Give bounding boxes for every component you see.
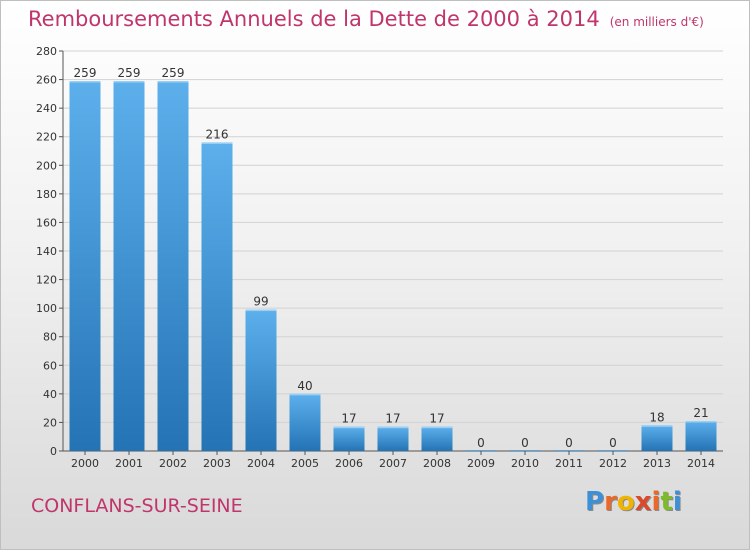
logo-letter: i bbox=[672, 487, 682, 517]
value-label-2008: 17 bbox=[429, 412, 444, 426]
bar-2004 bbox=[245, 309, 277, 451]
bar-highlight-2001 bbox=[113, 81, 145, 83]
x-tick-label-2006: 2006 bbox=[335, 457, 363, 470]
x-tick-label-2002: 2002 bbox=[159, 457, 187, 470]
bar-2010 bbox=[509, 450, 541, 451]
y-tick-label: 140 bbox=[36, 245, 57, 258]
chart-subtitle: (en milliers d'€) bbox=[609, 15, 704, 29]
value-label-2014: 21 bbox=[693, 406, 708, 420]
bar-2007 bbox=[377, 426, 409, 451]
bar-2000 bbox=[69, 81, 101, 451]
value-label-2010: 0 bbox=[521, 436, 529, 450]
y-tick-label: 160 bbox=[36, 216, 57, 229]
x-tick-label-2003: 2003 bbox=[203, 457, 231, 470]
y-tick-label: 180 bbox=[36, 188, 57, 201]
logo-letter: t bbox=[660, 487, 673, 517]
value-label-2003: 216 bbox=[206, 127, 229, 141]
x-tick-label-2013: 2013 bbox=[643, 457, 671, 470]
x-tick-label-2001: 2001 bbox=[115, 457, 143, 470]
bar-2012 bbox=[597, 450, 629, 451]
bar-2009 bbox=[465, 450, 497, 451]
bar-highlight-2007 bbox=[377, 426, 409, 429]
y-tick-label: 200 bbox=[36, 159, 57, 172]
value-label-2002: 259 bbox=[162, 66, 185, 80]
bar-highlight-2000 bbox=[69, 81, 101, 83]
value-label-2009: 0 bbox=[477, 436, 485, 450]
x-tick-label-2000: 2000 bbox=[71, 457, 99, 470]
value-label-2005: 40 bbox=[297, 379, 312, 393]
bar-2002 bbox=[157, 81, 189, 451]
logo-letter: i bbox=[651, 487, 661, 517]
value-labels: 259 259 259 216 99 40 17 17 17 0 0 0 0 18 21 bbox=[74, 66, 709, 450]
x-tick-label-2009: 2009 bbox=[467, 457, 495, 470]
bar-2013 bbox=[641, 425, 673, 451]
value-label-2007: 17 bbox=[385, 412, 400, 426]
x-tick-label-2008: 2008 bbox=[423, 457, 451, 470]
city-name: CONFLANS-SUR-SEINE bbox=[31, 495, 243, 517]
chart-title-text: Remboursements Annuels de la Dette de 20… bbox=[28, 7, 600, 31]
bar-2003 bbox=[201, 142, 233, 451]
x-tick-label-2014: 2014 bbox=[687, 457, 715, 470]
x-tick-label-2007: 2007 bbox=[379, 457, 407, 470]
bar-highlight-2013 bbox=[641, 425, 673, 427]
y-tick-label: 20 bbox=[43, 416, 57, 429]
value-label-2013: 18 bbox=[649, 410, 664, 424]
value-label-2012: 0 bbox=[609, 436, 617, 450]
y-tick-label: 280 bbox=[36, 45, 57, 58]
value-label-2001: 259 bbox=[118, 66, 141, 80]
value-label-2000: 259 bbox=[74, 66, 97, 80]
value-label-2006: 17 bbox=[341, 412, 356, 426]
x-tick-label-2012: 2012 bbox=[599, 457, 627, 470]
value-label-2011: 0 bbox=[565, 436, 573, 450]
x-tick-label-2010: 2010 bbox=[511, 457, 539, 470]
bar-2001 bbox=[113, 81, 145, 451]
x-tick-labels: 2000 2001 2002 2003 2004 2005 2006 2007 2008 2009… bbox=[71, 457, 715, 470]
bar-highlight-2005 bbox=[289, 393, 321, 396]
bar-highlight-2008 bbox=[421, 426, 453, 429]
proxiti-logo[interactable]: Proxiti bbox=[585, 487, 682, 517]
y-tick-label: 220 bbox=[36, 131, 57, 144]
bar-2014 bbox=[685, 421, 717, 451]
x-tick-label-2004: 2004 bbox=[247, 457, 275, 470]
logo-letter: r bbox=[604, 487, 617, 517]
x-tick-label-2011: 2011 bbox=[555, 457, 583, 470]
logo-letter: x bbox=[634, 487, 652, 517]
bars bbox=[69, 81, 717, 451]
bar-2005 bbox=[289, 393, 321, 451]
bar-2008 bbox=[421, 426, 453, 451]
y-tick-label: 240 bbox=[36, 102, 57, 115]
bar-highlight-2004 bbox=[245, 309, 277, 312]
bar-highlight-2003 bbox=[201, 142, 233, 144]
y-tick-label: 120 bbox=[36, 274, 57, 287]
y-tick-label: 80 bbox=[43, 331, 57, 344]
bar-highlight-2014 bbox=[685, 421, 717, 423]
y-tick-label: 100 bbox=[36, 302, 57, 315]
bar-highlight-2002 bbox=[157, 81, 189, 83]
bar-2011 bbox=[553, 450, 585, 451]
bar-highlight-2006 bbox=[333, 426, 365, 429]
logo-letter: o bbox=[616, 487, 635, 517]
y-tick-label: 40 bbox=[43, 388, 57, 401]
y-tick-label: 0 bbox=[50, 445, 57, 458]
x-tick-label-2005: 2005 bbox=[291, 457, 319, 470]
chart-title: Remboursements Annuels de la Dette de 20… bbox=[28, 7, 704, 31]
value-label-2004: 99 bbox=[253, 295, 268, 309]
y-tick-labels: 0 20 40 60 80 100 120 140 160 180 200 220 240 260 280 bbox=[36, 45, 57, 458]
logo-letter: P bbox=[585, 487, 605, 517]
y-tick-label: 60 bbox=[43, 359, 57, 372]
bar-2006 bbox=[333, 426, 365, 451]
y-tick-label: 260 bbox=[36, 74, 57, 87]
